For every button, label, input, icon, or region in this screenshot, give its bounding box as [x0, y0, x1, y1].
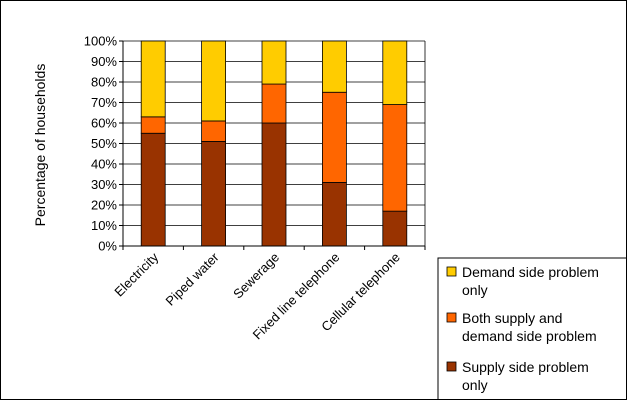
axes	[122, 41, 426, 247]
legend-label: Demand side problem	[462, 264, 599, 280]
y-tick-label: 60%	[91, 116, 117, 131]
y-tick-label: 10%	[91, 218, 117, 233]
x-tick-label: Piped water	[163, 249, 223, 309]
y-axis-ticks: 0% 10% 20% 30% 40% 50% 60% 70% 80% 90% 100%	[84, 34, 123, 254]
y-tick-label: 50%	[91, 136, 117, 151]
legend-box	[437, 257, 626, 399]
legend-label: demand side problem	[462, 328, 597, 344]
x-tick-label: Electricity	[111, 249, 161, 299]
y-tick-label: 20%	[91, 198, 117, 213]
bar-segment	[140, 116, 166, 134]
bar-segment	[321, 91, 347, 183]
bar-segment	[321, 40, 347, 93]
y-tick-label: 90%	[91, 54, 117, 69]
x-tick-label: Sewerage	[230, 250, 282, 302]
bar-segment	[201, 141, 227, 247]
bar-segment	[382, 210, 408, 247]
legend-label: Supply side problem	[462, 359, 589, 375]
bars	[140, 40, 408, 247]
bar-segment	[140, 40, 166, 118]
y-tick-label: 100%	[84, 34, 118, 49]
legend-swatch	[446, 266, 457, 277]
y-tick-label: 30%	[91, 177, 117, 192]
bar-segment	[261, 40, 287, 85]
legend-label: Both supply and	[462, 310, 562, 326]
bar-segment	[261, 122, 287, 247]
bar-segment	[140, 132, 166, 247]
y-axis-label: Percentage of households	[32, 64, 48, 227]
legend-label: only	[462, 282, 488, 298]
legend: Demand side problem only Both supply and de…	[437, 257, 626, 399]
y-tick-label: 70%	[91, 95, 117, 110]
bar-segment	[382, 104, 408, 212]
bar-segment	[201, 120, 227, 142]
bar-segment	[201, 40, 227, 122]
legend-label: only	[462, 377, 488, 393]
bar-segment	[261, 83, 287, 124]
bar-segment	[382, 40, 408, 105]
y-tick-label: 40%	[91, 157, 117, 172]
y-tick-label: 0%	[98, 239, 117, 254]
y-tick-label: 80%	[91, 75, 117, 90]
bar-segment	[321, 182, 347, 247]
legend-swatch	[446, 361, 457, 372]
legend-swatch	[446, 312, 457, 323]
